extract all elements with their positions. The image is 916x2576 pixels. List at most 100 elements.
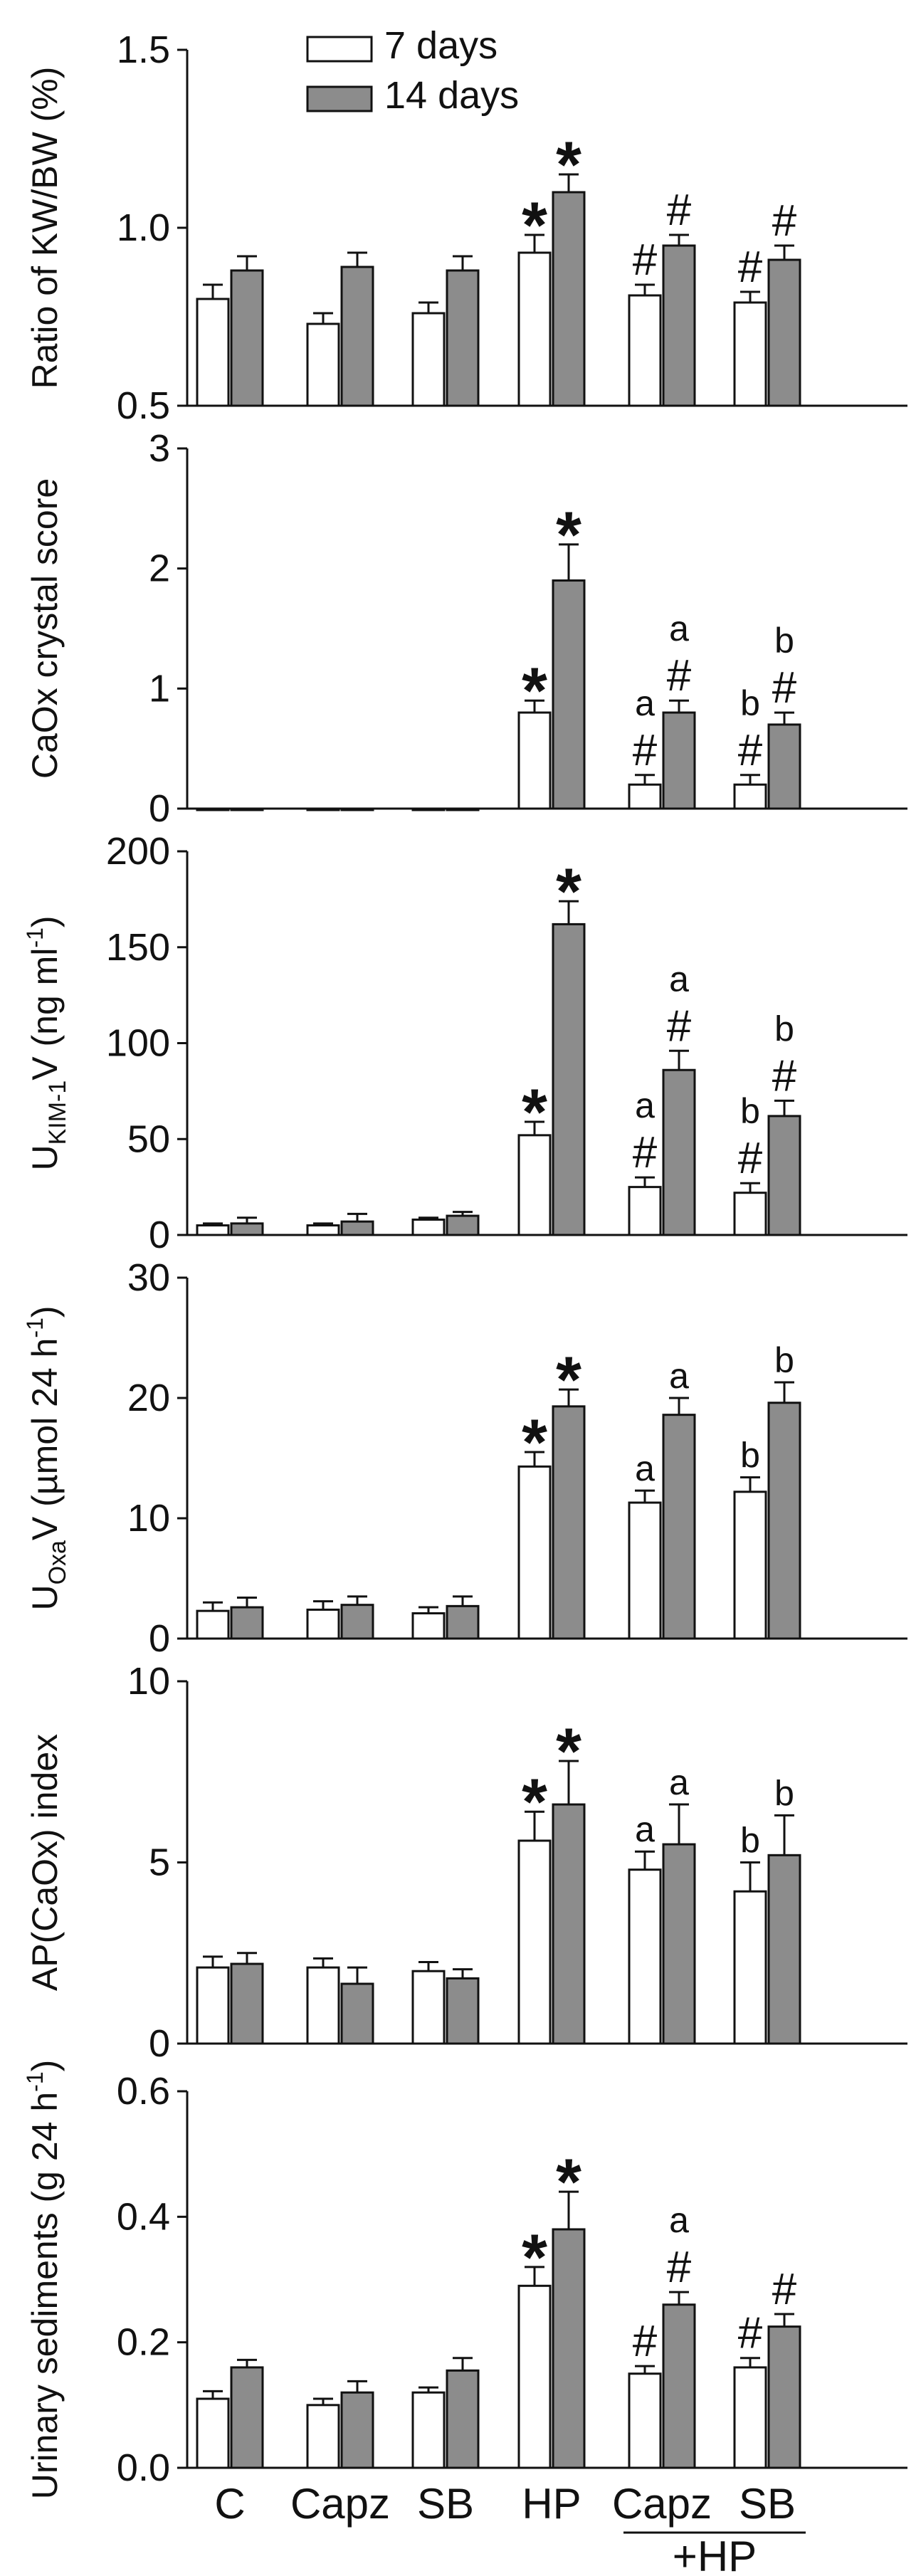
significance-mark: # xyxy=(667,2243,692,2292)
y-axis-label-end: ) xyxy=(25,1305,65,1318)
y-tick-label: 0 xyxy=(149,1617,170,1660)
y-axis-label: UKIM-1V (ng ml-1) xyxy=(22,915,71,1170)
bar-14d-capz-4 xyxy=(662,244,696,407)
significance-mark: * xyxy=(556,2146,581,2219)
significance-mark: b xyxy=(774,1009,794,1048)
bar-14d-hp-3 xyxy=(552,579,586,810)
bar-7d-c-0 xyxy=(196,2397,230,2469)
bar-14d-c-0 xyxy=(230,1606,264,1640)
y-axis-label-main: U xyxy=(25,1584,65,1610)
bar-14d-capz-4 xyxy=(662,1414,696,1640)
y-tick-label: 1 xyxy=(149,667,170,710)
significance-mark: a xyxy=(635,683,655,723)
x-category-labels: C Capz SB HP Capz SB +HP xyxy=(214,2480,806,2576)
y-tick-label: 20 xyxy=(127,1377,170,1419)
significance-mark: b xyxy=(774,1773,794,1813)
y-axis-label-end: ) xyxy=(25,2060,65,2072)
y-axis-label-end: ) xyxy=(25,915,65,927)
significance-mark: * xyxy=(522,655,547,727)
y-tick-label: 100 xyxy=(106,1022,170,1065)
significance-mark: # xyxy=(633,2317,658,2366)
significance-mark: a xyxy=(669,609,689,648)
y-tick-label: 0.2 xyxy=(117,2321,170,2364)
significance-mark: # xyxy=(633,236,658,285)
y-axis-label-main: U xyxy=(25,1145,65,1170)
y-axis-label-sub: KIM-1 xyxy=(44,1081,71,1145)
significance-mark: # xyxy=(738,1134,763,1183)
legend: 7 days 14 days xyxy=(306,24,519,117)
bar-7d-capz-4 xyxy=(628,1186,662,1236)
significance-mark: * xyxy=(522,1407,547,1479)
bar-14d-sb-5 xyxy=(767,258,801,407)
category-label-hp-3: HP xyxy=(522,2480,581,2528)
y-axis-label-sup: -1 xyxy=(22,2071,48,2091)
significance-mark: # xyxy=(772,2265,797,2314)
bar-14d-capz-1 xyxy=(340,1982,374,2045)
significance-mark: b xyxy=(774,621,794,661)
bar-14d-c-0 xyxy=(230,1962,264,2045)
significance-mark: a xyxy=(635,1809,655,1849)
bar-7d-sb-2 xyxy=(411,1970,446,2045)
y-axis-label: Urinary sediments (g 24 h-1) xyxy=(22,2060,65,2500)
y-axis-label-sub: Oxa xyxy=(44,1540,71,1584)
category-label-sb-2: SB xyxy=(417,2480,474,2528)
bar-14d-sb-2 xyxy=(446,269,480,407)
bar-7d-capz-1 xyxy=(306,322,340,407)
y-tick-label: 5 xyxy=(149,1841,170,1884)
bar-7d-capz-4 xyxy=(628,1868,662,2045)
category-label-sb-5: SB xyxy=(739,2480,796,2528)
bar-14d-hp-3 xyxy=(552,922,586,1236)
legend-label-14d: 14 days xyxy=(384,74,519,117)
panel-sed: 0.0 0.2 0.4 0.6 Urinary sediments (g 24 h-1)… xyxy=(22,2060,907,2500)
bar-14d-capz-1 xyxy=(340,1604,374,1640)
bar-14d-hp-3 xyxy=(552,191,586,407)
legend-label-7d: 7 days xyxy=(384,24,498,67)
significance-mark: a xyxy=(635,1449,655,1488)
significance-mark: b xyxy=(740,1821,760,1861)
y-tick-label: 0.6 xyxy=(117,2070,170,2113)
bar-14d-capz-1 xyxy=(340,807,374,811)
category-label-capz-1: Capz xyxy=(290,2480,390,2528)
bar-7d-c-0 xyxy=(196,1224,230,1236)
significance-mark: a xyxy=(669,2200,689,2240)
bar-14d-capz-4 xyxy=(662,1068,696,1236)
bar-14d-sb-5 xyxy=(767,1402,801,1640)
bar-14d-sb-5 xyxy=(767,723,801,810)
bar-14d-sb-2 xyxy=(446,807,480,811)
bar-7d-capz-1 xyxy=(306,1966,340,2045)
bar-7d-sb-5 xyxy=(733,1491,767,1640)
bar-7d-capz-1 xyxy=(306,1608,340,1640)
significance-mark: * xyxy=(556,499,581,572)
bar-7d-sb-5 xyxy=(733,783,767,810)
significance-mark: a xyxy=(669,1762,689,1802)
bar-7d-c-0 xyxy=(196,807,230,811)
significance-mark: # xyxy=(667,186,692,235)
significance-mark: # xyxy=(633,726,658,775)
y-tick-label: 0 xyxy=(149,1214,170,1256)
significance-mark: * xyxy=(556,1715,581,1788)
bar-14d-sb-5 xyxy=(767,2325,801,2469)
bar-7d-capz-4 xyxy=(628,294,662,407)
bar-7d-sb-5 xyxy=(733,1192,767,1236)
y-axis-label: CaOx crystal score xyxy=(25,478,65,779)
panel-oxa: 0 10 20 30 UOxaV (µmol 24 h-1) ** a a b b xyxy=(22,1256,907,1660)
significance-mark: b xyxy=(740,1436,760,1476)
significance-mark: # xyxy=(772,663,797,713)
category-label-c-0: C xyxy=(214,2480,245,2528)
bar-7d-capz-1 xyxy=(306,1224,340,1236)
bar-14d-hp-3 xyxy=(552,1405,586,1640)
significance-mark: # xyxy=(772,196,797,246)
y-axis-label-main: Urinary sediments (g 24 h xyxy=(25,2092,65,2499)
y-tick-label: 0.5 xyxy=(117,384,170,427)
bar-14d-capz-1 xyxy=(340,2391,374,2469)
significance-mark: * xyxy=(556,129,581,201)
bar-7d-sb-5 xyxy=(733,2366,767,2469)
significance-mark: * xyxy=(556,1344,581,1416)
significance-mark: b xyxy=(740,1091,760,1131)
significance-mark: # xyxy=(772,1051,797,1100)
bar-7d-hp-3 xyxy=(517,711,552,810)
bar-14d-capz-1 xyxy=(340,266,374,407)
